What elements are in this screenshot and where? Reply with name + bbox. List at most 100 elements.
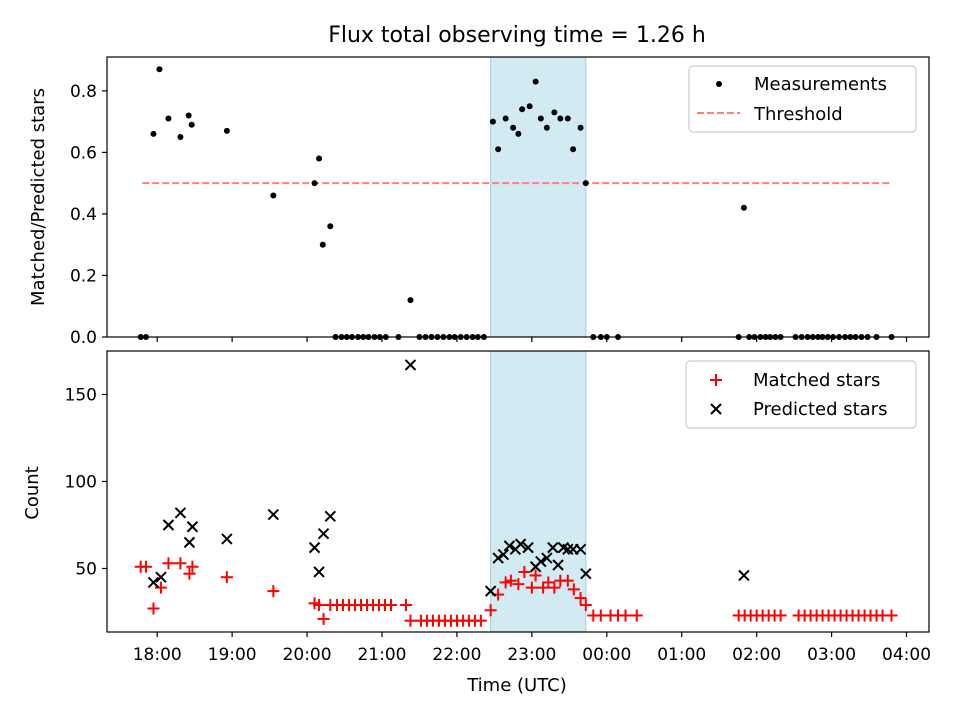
measurement-point [577,124,584,131]
measurement-point [165,115,172,122]
top-highlight-span-group [490,56,587,338]
predicted-star-stroke-b [317,527,330,540]
top-axes-frame [106,56,930,338]
x-tick-label: 22:00 [432,645,481,665]
measurement-point [156,66,163,73]
predicted-star-point [562,543,574,556]
matched-star-point [147,602,160,615]
x-tick-label: 21:00 [357,645,406,665]
predicted-star-point [147,576,160,589]
measurement-point [543,124,550,131]
predicted-star-stroke-b [541,552,553,564]
measurement-point [177,134,184,140]
predicted-star-stroke-b [308,541,321,554]
matched-star-point [174,557,187,570]
top-y-ticks: 0.0 0.2 0.4 0.6 0.8 [70,82,107,348]
matched-star-point [162,557,175,570]
measurement-point [150,130,157,137]
predicted-star-stroke-b [404,359,417,371]
predicted-star-point [317,527,330,540]
predicted-star-point [535,555,547,568]
matched-star-point [183,567,196,580]
matched-star-point [474,614,487,627]
bottom-x-ticks: 18:00 19:00 20:00 21:00 22:00 23:00 00:00 01:00… [133,632,931,665]
predicted-star-point [503,540,516,552]
bottom-panel: 50 100 150 18:00 19:00 20:00 21:00 22:00 23:00 0… [22,350,931,696]
matched-star-point [399,599,412,612]
predicted-star-point [484,585,497,597]
predicted-star-point [324,510,337,523]
top-y-tick-label: 0.8 [70,82,97,102]
bottom-y-tick-label: 50 [75,559,97,579]
matched-star-point [561,574,574,587]
predicted-star-stroke-b [738,569,750,582]
top-y-tick-label: 0.0 [70,328,97,348]
predicted-star-stroke-b [580,568,592,580]
predicted-star-stroke-b [162,519,175,531]
predicted-star-point [162,519,175,531]
matched-star-point [154,581,167,594]
measurement-point [327,223,334,230]
predicted-star-point [183,536,196,549]
x-tick-label: 01:00 [657,645,706,665]
top-y-axis-label: Matched/Predicted stars [28,88,49,306]
legend-predicted-label: Predicted stars [753,399,887,420]
predicted-star-stroke-b [574,543,587,556]
measurement-point [270,192,277,199]
predicted-star-stroke-b [552,559,564,571]
matched-star-point [384,599,397,612]
x-tick-label: 02:00 [732,645,781,665]
predicted-star-stroke-b [484,585,497,597]
measurement-point [311,180,318,187]
x-tick-label: 20:00 [283,645,332,665]
measurement-point [740,204,747,211]
predicted-star-stroke-b [267,508,280,521]
bottom-axes-frame [106,350,930,633]
predicted-star-point [547,541,559,554]
measurement-point [526,103,533,110]
matched-star-point [220,571,233,584]
predicted-star-point [186,521,199,533]
predicted-star-point [267,508,280,521]
chart-title: Flux total observing time = 1.26 h [328,23,706,48]
matched-star-point [518,565,531,578]
bottom-legend-box [685,360,917,429]
x-tick-label: 00:00 [582,645,631,665]
measurement-point [502,115,509,122]
x-tick-label: 23:00 [507,645,556,665]
legend-threshold-label: Threshold [753,104,843,125]
matched-star-point [537,581,550,594]
matched-star-point [630,609,643,622]
measurement-point [519,106,526,113]
top-legend-box [688,65,917,133]
predicted-star-stroke-b [147,576,160,589]
predicted-star-point [552,559,564,571]
top-y-tick-label: 0.6 [70,143,97,163]
matched-star-point [504,574,517,587]
predicted-star-stroke-b [174,507,187,519]
top-highlight-span [490,56,587,338]
predicted-star-stroke-b [324,510,337,523]
bottom-legend: Matched stars Predicted stars [685,360,917,429]
measurement-point [570,146,577,153]
predicted-star-stroke-b [514,538,527,550]
measurement-point [557,115,564,122]
matched-star-point [542,576,555,589]
predicted-star-point [174,507,187,519]
bottom-y-tick-label: 150 [65,385,97,405]
predicted-star-stroke-b [562,543,574,556]
top-y-tick-label: 0.2 [70,266,97,286]
predicted-star-point [313,566,325,578]
bottom-y-axis-label: Count [22,466,43,519]
bottom-y-tick-label: 100 [65,472,97,492]
x-tick-label: 19:00 [208,645,257,665]
matched-star-point [139,560,152,573]
predicted-star-stroke-b [522,541,534,554]
measurement-point [495,146,502,153]
predicted-star-point [221,533,233,545]
measurement-point [582,180,589,187]
legend-matched-label: Matched stars [753,370,880,391]
matched-star-point [567,583,580,596]
